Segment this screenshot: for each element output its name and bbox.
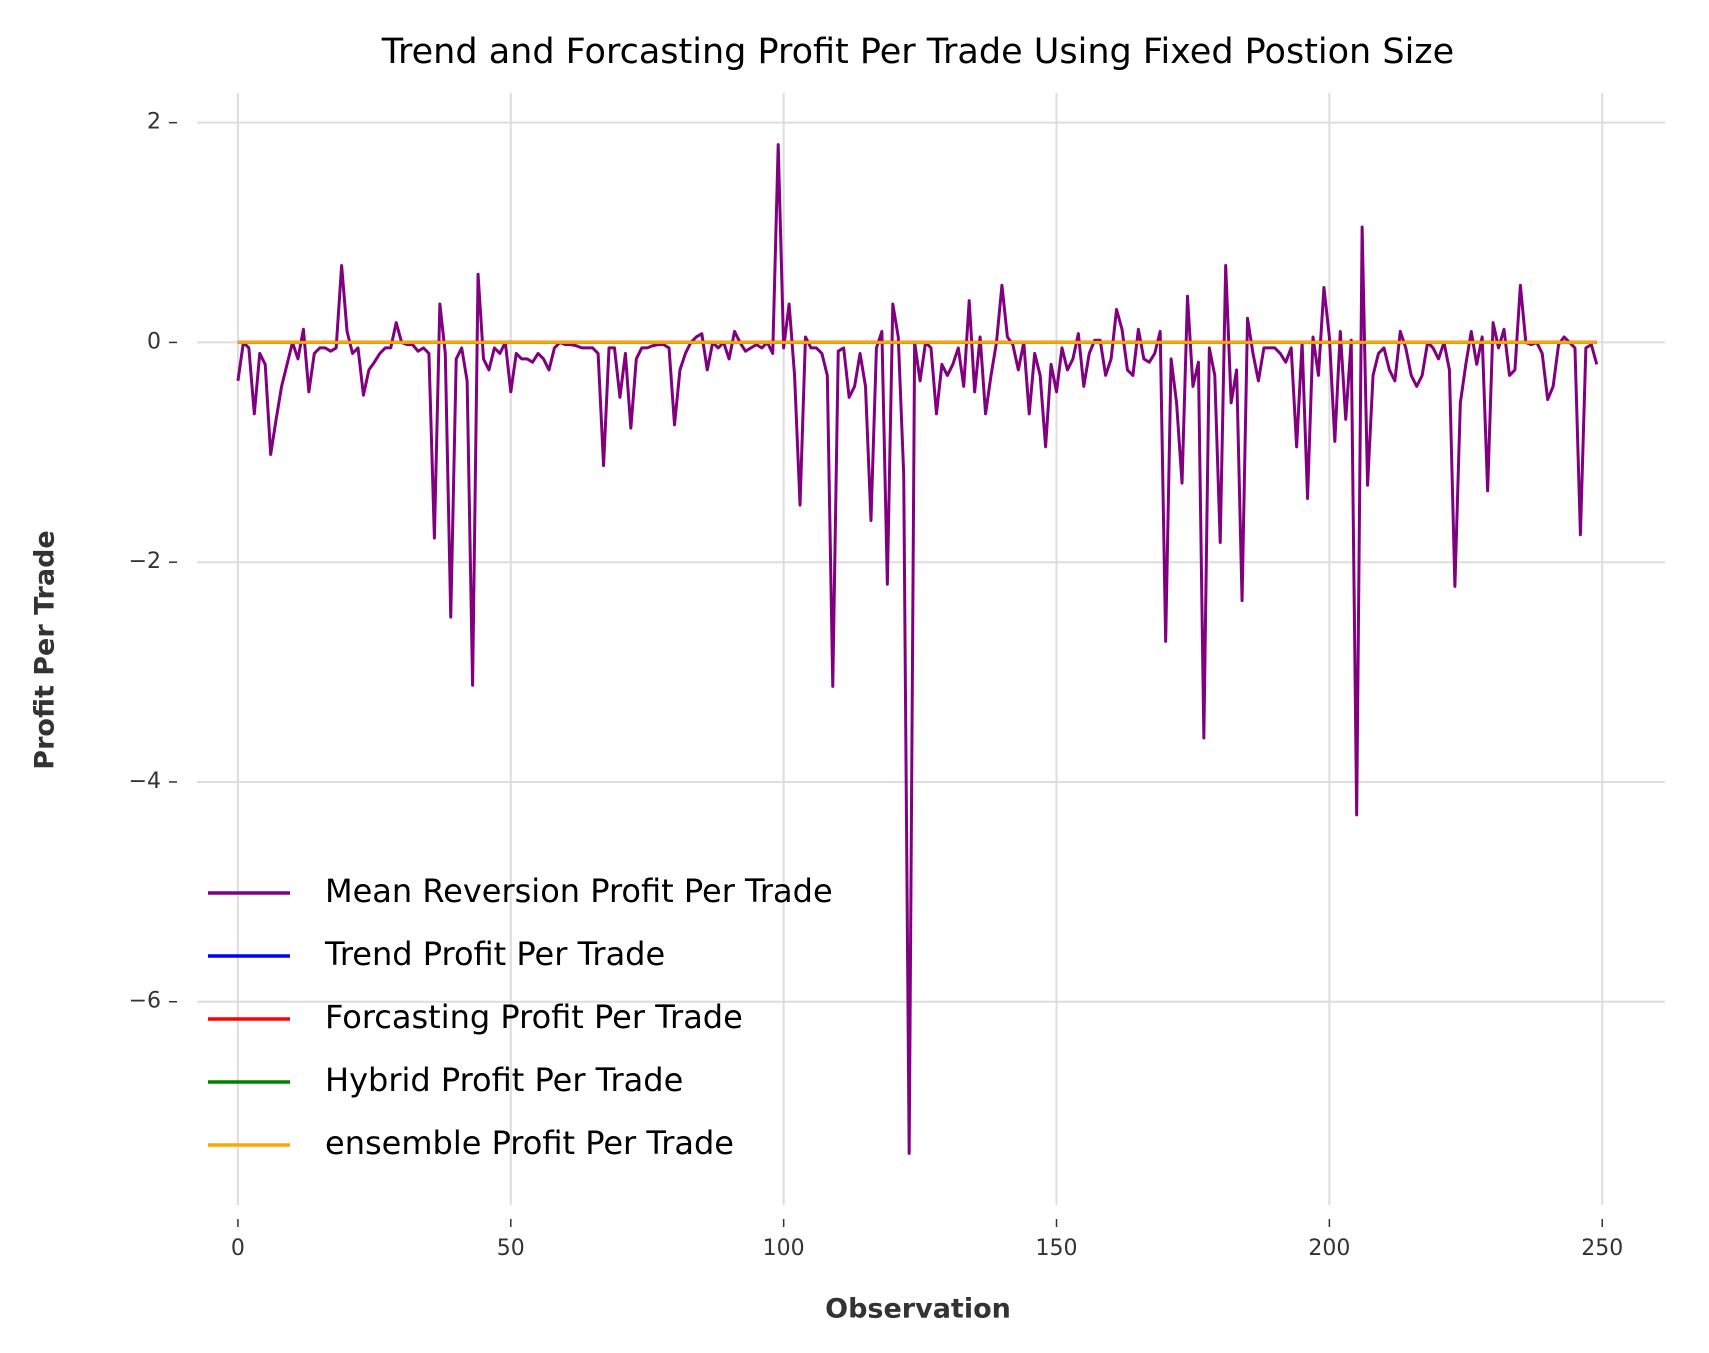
series-line xyxy=(236,143,1599,1155)
legend: Mean Reversion Profit Per Trade Trend Pro… xyxy=(208,872,833,1162)
x-tick-label: 200 xyxy=(1308,1236,1350,1261)
x-tick-label: 0 xyxy=(231,1236,245,1261)
legend-label: ensemble Profit Per Trade xyxy=(325,1124,734,1162)
legend-label: Hybrid Profit Per Trade xyxy=(325,1061,683,1099)
grid: −6 −4 −2 0 2 0 50 100 150 200 250 xyxy=(129,93,1665,1261)
legend-label: Forcasting Profit Per Trade xyxy=(325,998,743,1036)
legend-label: Trend Profit Per Trade xyxy=(324,935,665,973)
chart-title: Trend and Forcasting Profit Per Trade Us… xyxy=(381,32,1454,72)
y-axis-label: Profit Per Trade xyxy=(30,530,61,769)
x-axis-label: Observation xyxy=(825,1294,1011,1325)
x-tick-label: 100 xyxy=(763,1236,805,1261)
y-tick-label: 0 xyxy=(147,329,161,354)
x-tick-label: 250 xyxy=(1581,1236,1623,1261)
y-tick-label: −2 xyxy=(129,549,161,574)
y-tick-label: −4 xyxy=(129,769,161,794)
plot-area xyxy=(236,143,1599,1155)
x-tick-label: 50 xyxy=(497,1236,525,1261)
y-tick-label: −6 xyxy=(129,989,161,1014)
x-tick-label: 150 xyxy=(1036,1236,1078,1261)
y-tick-label: 2 xyxy=(147,110,161,135)
legend-label: Mean Reversion Profit Per Trade xyxy=(325,872,833,910)
